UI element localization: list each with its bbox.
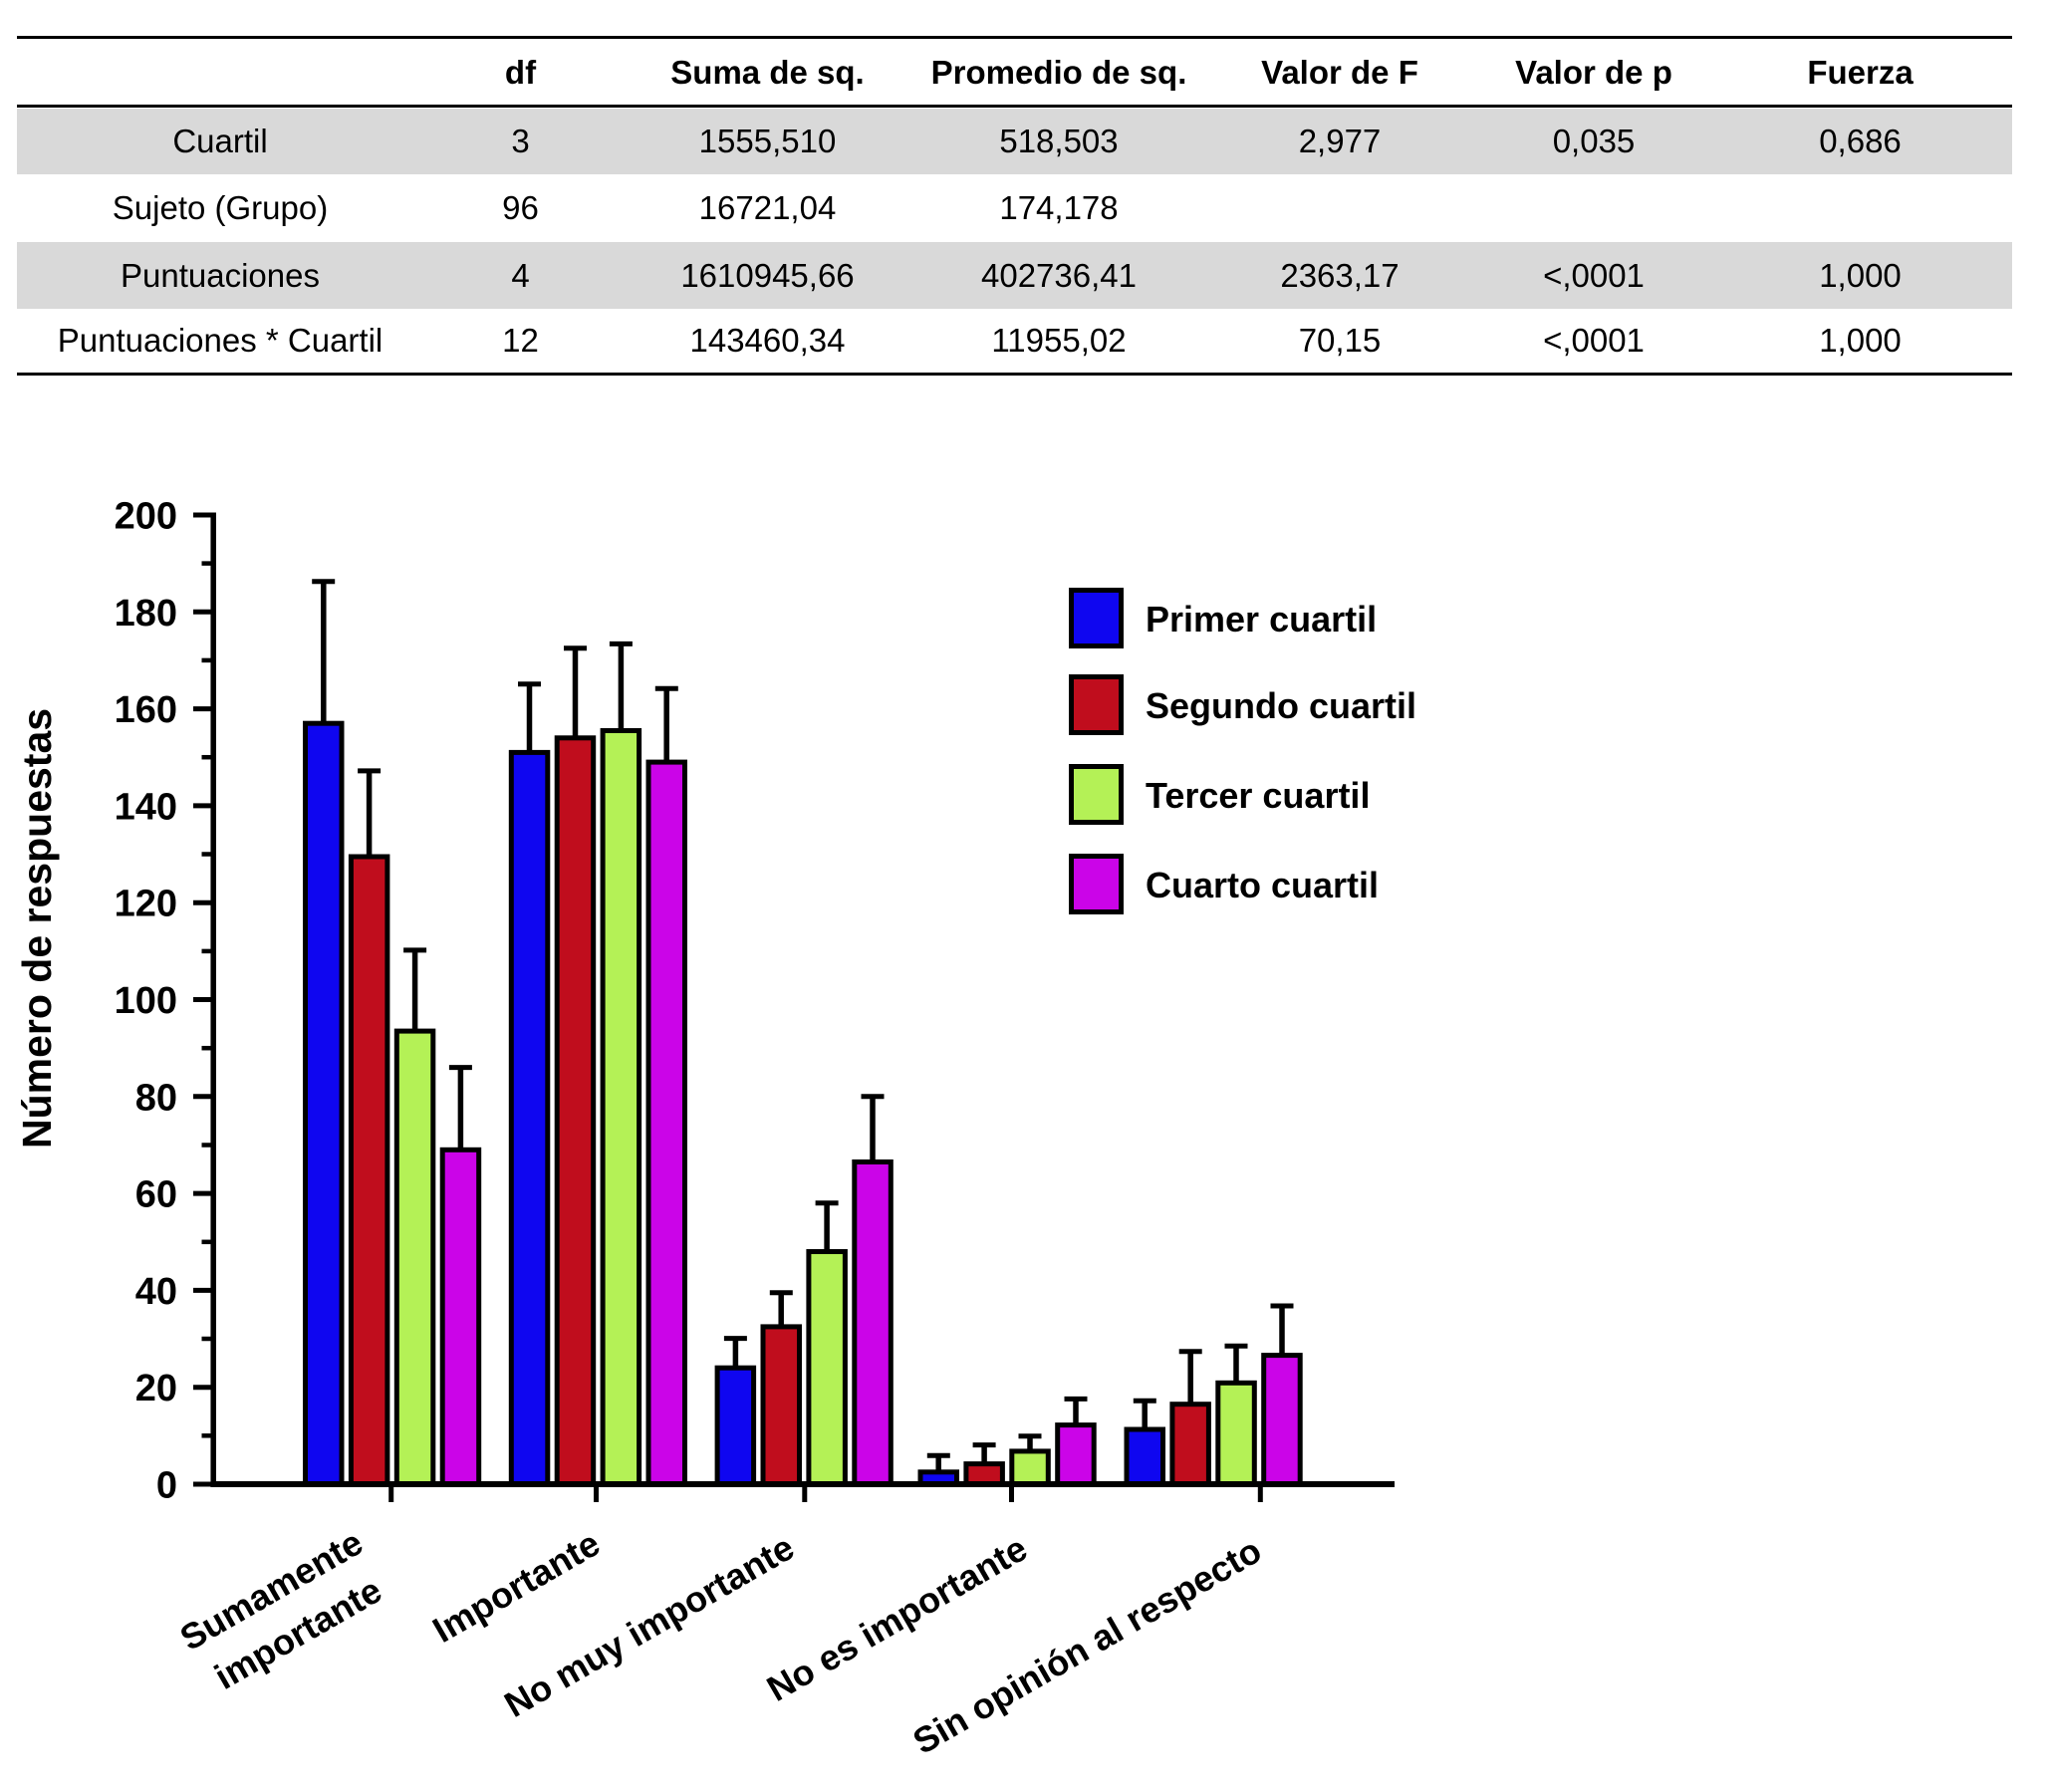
svg-text:100: 100	[115, 980, 177, 1022]
svg-text:40: 40	[135, 1271, 177, 1313]
svg-text:200: 200	[115, 496, 177, 538]
svg-text:Primer cuartil: Primer cuartil	[1146, 599, 1377, 640]
svg-text:Importante: Importante	[425, 1522, 607, 1651]
svg-text:160: 160	[115, 689, 177, 731]
svg-text:20: 20	[135, 1368, 177, 1409]
svg-text:Segundo cuartil: Segundo cuartil	[1146, 685, 1416, 726]
svg-text:80: 80	[135, 1077, 177, 1119]
svg-text:140: 140	[115, 786, 177, 828]
svg-text:0: 0	[156, 1465, 177, 1507]
svg-text:Número de respuestas: Número de respuestas	[14, 708, 60, 1149]
svg-text:120: 120	[115, 884, 177, 925]
svg-text:Tercer cuartil: Tercer cuartil	[1146, 775, 1370, 816]
svg-text:Cuarto cuartil: Cuarto cuartil	[1146, 865, 1379, 905]
svg-text:60: 60	[135, 1174, 177, 1216]
svg-text:180: 180	[115, 593, 177, 635]
